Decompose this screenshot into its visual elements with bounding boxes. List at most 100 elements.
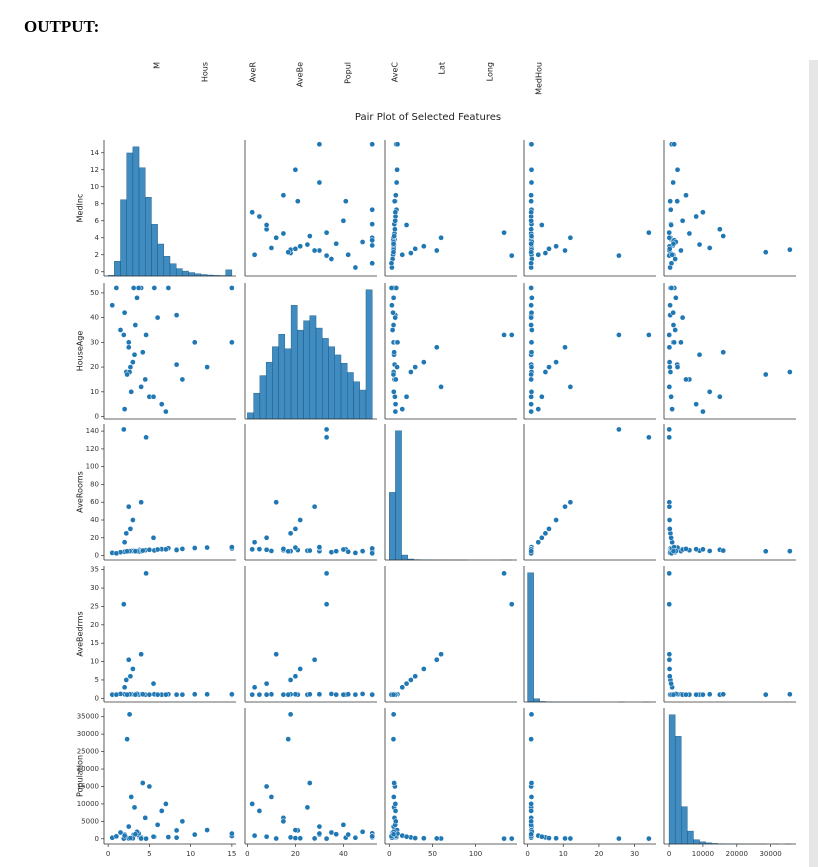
y-tick-label: 14 [90, 149, 99, 157]
scatter-point [263, 691, 270, 698]
scatter-point [158, 401, 165, 408]
scatter-point [369, 833, 376, 840]
scatter-point [528, 780, 535, 786]
scatter-point [333, 831, 340, 838]
scatter-point [786, 246, 793, 253]
scatter-point [616, 332, 622, 338]
y-tick-label: 4 [95, 234, 100, 242]
scatter-point [646, 434, 652, 441]
scatter-point [683, 192, 689, 199]
scatter-point [528, 711, 535, 718]
scatter-point [268, 548, 275, 554]
scatter-point [501, 835, 507, 842]
scatter-point [433, 247, 440, 254]
scatter-point [369, 141, 376, 148]
scatter-point [562, 247, 568, 254]
scatter-point [127, 364, 134, 370]
scatter-point [528, 166, 535, 173]
scatter-point [538, 393, 545, 400]
scatter-point [669, 406, 675, 412]
scatter-point [666, 651, 673, 658]
scatter-point [720, 349, 727, 356]
scatter-point [306, 691, 313, 698]
y-tick-label: 35 [90, 566, 99, 574]
scatter-point [229, 830, 235, 837]
scatter-point [191, 691, 198, 698]
scatter-point [646, 229, 652, 236]
scatter-point [342, 198, 349, 205]
scatter-point [392, 217, 399, 224]
y-tick-label: 20000 [77, 765, 99, 773]
scatter-point [528, 314, 534, 321]
scatter-point [389, 327, 396, 333]
scatter-point [762, 548, 769, 555]
x-tick-label: 5 [147, 850, 151, 858]
y-tick-label: 25000 [77, 748, 99, 756]
scatter-point [700, 209, 706, 216]
scatter-point [268, 691, 275, 698]
scatter-point [762, 691, 769, 698]
scatter-point [666, 364, 673, 370]
scatter-point [528, 371, 534, 378]
scatter-point [508, 601, 515, 608]
scatter-point [113, 285, 120, 291]
y-tick-label: 20 [90, 534, 99, 542]
scatter-point [528, 548, 534, 555]
histogram-bar [259, 375, 267, 420]
scatter-point [390, 322, 397, 328]
y-tick-label: 15000 [77, 782, 99, 790]
scatter-point [666, 245, 673, 252]
scatter-point [696, 351, 703, 358]
scatter-point [179, 376, 186, 383]
scatter-point [369, 691, 376, 698]
scatter-point [292, 673, 299, 680]
scatter-point [352, 550, 359, 556]
scatter-point [323, 434, 330, 441]
scatter-point [280, 192, 287, 199]
scatter-point [316, 544, 323, 550]
scatter-point [391, 198, 398, 205]
histogram-bar [365, 289, 373, 420]
scatter-point [328, 829, 335, 836]
scatter-point [340, 821, 347, 828]
scatter-point [674, 166, 681, 173]
y-tick-label: 10000 [77, 800, 99, 808]
x-tick-label: 100 [469, 850, 482, 858]
scatter-point [154, 314, 161, 321]
scatter-point [124, 691, 130, 698]
scatter-point [390, 240, 397, 247]
x-tick-label: 0 [525, 850, 529, 858]
x-tick-label: 10 [559, 850, 568, 858]
scatter-point [163, 691, 169, 698]
histogram-bar [284, 348, 292, 420]
scatter-point [683, 691, 689, 698]
scatter-point [706, 691, 713, 698]
y-tick-label: 60 [90, 498, 99, 506]
scatter-point [528, 818, 534, 825]
scatter-point [294, 198, 301, 205]
scatter-point [528, 209, 534, 216]
scatter-point [143, 434, 149, 441]
scatter-point [528, 339, 535, 346]
scatter-point [151, 285, 158, 291]
scatter-point [528, 327, 535, 333]
scatter-point [390, 309, 396, 316]
histogram-bar [693, 839, 700, 845]
x-tick-label: 0 [245, 850, 249, 858]
scatter-point [113, 550, 120, 557]
scatter-point [674, 364, 681, 370]
scatter-point [412, 673, 419, 680]
scatter-point [142, 814, 149, 821]
scatter-point [229, 691, 235, 698]
scatter-point [204, 827, 210, 833]
histogram-bar [290, 305, 298, 420]
scatter-point [132, 691, 139, 698]
scatter-point [285, 736, 292, 743]
histogram-bar [359, 389, 367, 420]
y-tick-label: 8 [95, 200, 99, 208]
scatter-point [369, 550, 376, 557]
scrollbar [809, 60, 818, 867]
histogram-bar [265, 361, 273, 420]
x-tick-label: 40 [339, 850, 348, 858]
